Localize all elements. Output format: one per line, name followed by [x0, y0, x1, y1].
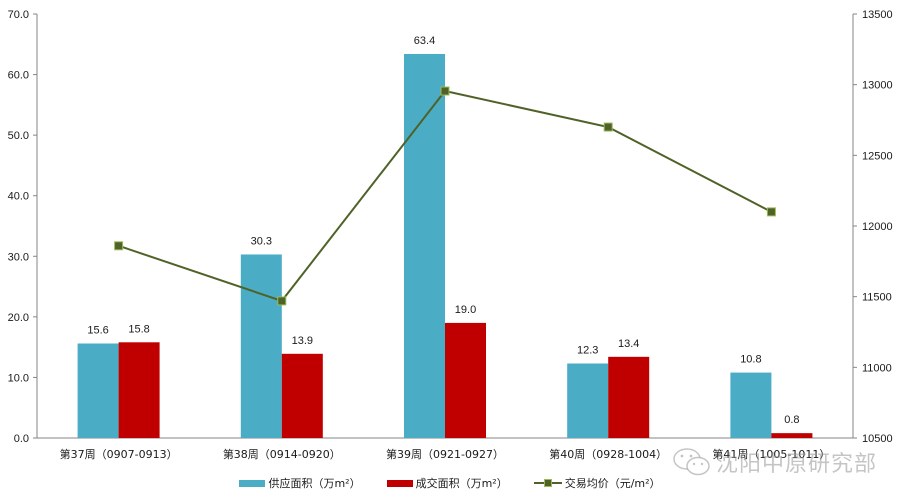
bar-deal [608, 356, 650, 438]
right-tick-label: 12500 [862, 150, 893, 162]
price-line-marker-icon [533, 478, 562, 488]
legend-item-supply: 供应面积（万m²） [239, 475, 361, 491]
left-tick-label: 30.0 [8, 251, 29, 263]
legend-label-supply: 供应面积（万m²） [268, 477, 361, 490]
left-tick-label: 40.0 [8, 191, 29, 203]
data-label: 12.3 [577, 344, 598, 356]
watermark: 沈阳中原研究部 [672, 446, 877, 478]
x-category-label: 第37周（0907-0913） [60, 447, 178, 461]
data-label: 19.0 [455, 304, 476, 316]
data-label: 15.8 [128, 323, 149, 335]
legend-item-price: 交易均价（元/m²） [533, 475, 661, 491]
legend-label-deal: 成交面积（万m²） [415, 477, 508, 490]
bar-supply [730, 372, 772, 438]
right-tick-label: 13500 [862, 9, 893, 21]
right-tick-label: 13000 [862, 80, 893, 92]
data-label: 0.8 [784, 414, 799, 426]
data-label: 63.4 [414, 35, 435, 47]
price-marker-icon [114, 241, 124, 251]
price-marker-icon [277, 296, 287, 306]
bar-deal [771, 433, 813, 438]
watermark-text: 沈阳中原研究部 [716, 452, 878, 477]
x-category-label: 第40周（0928-1004） [549, 447, 667, 461]
wechat-icon [673, 448, 710, 476]
bar-supply [240, 254, 282, 438]
data-label: 13.4 [618, 338, 639, 350]
x-category-label: 第41周（1005-1011） [712, 447, 830, 461]
data-label: 13.9 [292, 335, 313, 347]
data-label: 30.3 [251, 235, 272, 247]
data-label: 15.6 [87, 325, 108, 337]
data-label: 10.8 [740, 354, 761, 366]
bar-deal [118, 342, 160, 438]
chart-legend: 供应面积（万m²） 成交面积（万m²） 交易均价（元/m²） [0, 475, 900, 491]
price-marker-icon [440, 86, 450, 96]
deal-swatch-icon [386, 479, 413, 487]
left-tick-label: 70.0 [8, 9, 29, 21]
right-tick-label: 11500 [862, 292, 892, 304]
left-tick-label: 0.0 [14, 433, 29, 445]
x-category-label: 第38周（0914-0920） [223, 447, 341, 461]
legend-item-deal: 成交面积（万m²） [386, 475, 508, 491]
legend-label-price: 交易均价（元/m²） [564, 477, 661, 490]
price-line [118, 89, 772, 303]
price-marker-icon [766, 207, 776, 217]
price-marker-icon [603, 122, 613, 132]
supply-swatch-icon [239, 479, 266, 487]
x-category-label: 第39周（0921-0927） [386, 447, 504, 461]
right-tick-label: 12000 [862, 221, 893, 233]
left-tick-label: 50.0 [8, 130, 29, 142]
left-tick-label: 20.0 [8, 312, 29, 324]
right-tick-label: 10500 [862, 433, 893, 445]
bar-supply [404, 53, 445, 438]
bar-supply [77, 343, 119, 438]
bar-deal [445, 322, 486, 438]
left-tick-label: 60.0 [8, 70, 29, 82]
bar-supply [567, 363, 609, 438]
bar-deal [281, 353, 323, 438]
right-tick-label: 11000 [862, 362, 892, 374]
left-tick-label: 10.0 [8, 372, 29, 384]
